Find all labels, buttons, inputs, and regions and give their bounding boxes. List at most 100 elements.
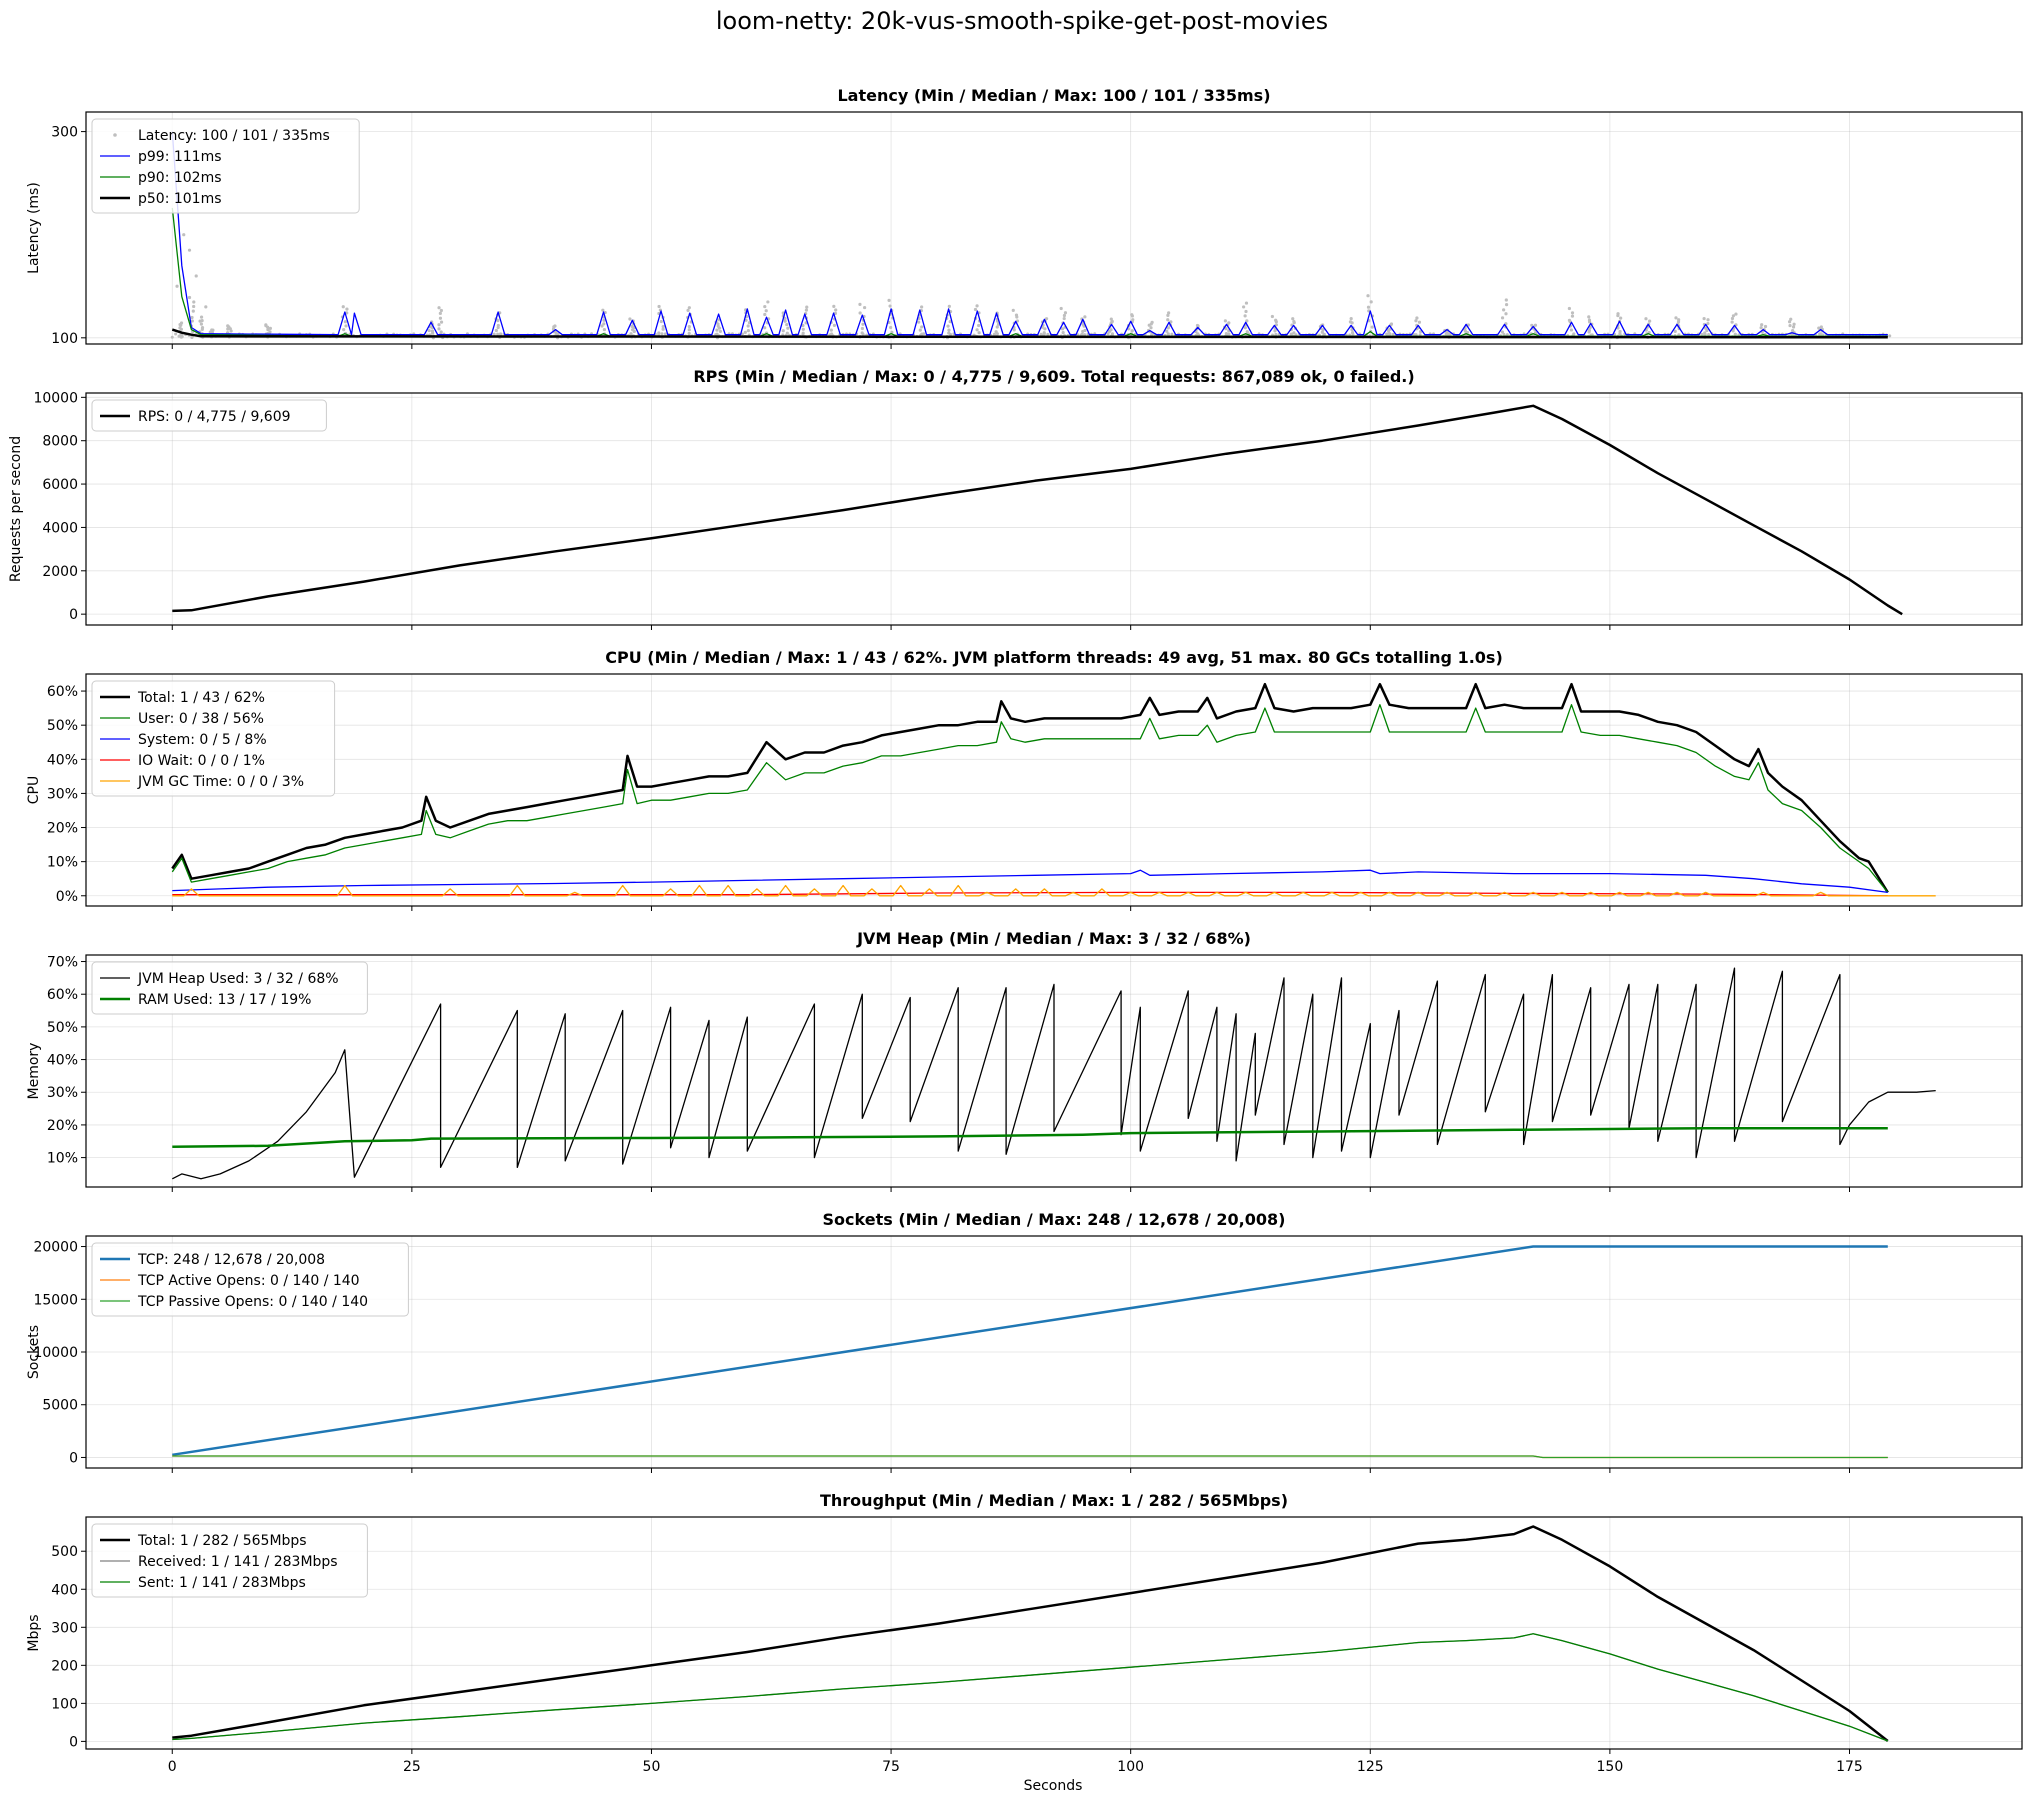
- scatter-point: [715, 332, 719, 336]
- legend: Latency: 100 / 101 / 335ms p99: 111ms p90:…: [91, 118, 360, 214]
- y-tick-label: 40%: [47, 752, 78, 768]
- scatter-point: [1391, 332, 1395, 336]
- plot-area: [172, 1245, 1888, 1459]
- y-tick-label: 300: [51, 125, 78, 141]
- y-axis-label: Latency (ms): [26, 182, 42, 274]
- scatter-point: [1012, 328, 1016, 332]
- scatter-point: [1533, 323, 1538, 327]
- x-tick-label: 0: [168, 1759, 177, 1775]
- scatter-point: [179, 321, 184, 325]
- scatter-point: [763, 312, 767, 317]
- series-line-5-0: [172, 1525, 1889, 1742]
- scatter-point: [1387, 331, 1391, 335]
- scatter-point: [1530, 323, 1534, 327]
- series-line-1-0: [172, 404, 1903, 616]
- scatter-point: [1791, 328, 1795, 333]
- scatter-point: [1166, 313, 1170, 318]
- legend-marker: [113, 133, 117, 137]
- series-line-5-1: [172, 1633, 1889, 1742]
- scatter-point: [437, 323, 441, 327]
- scatter-point: [1731, 329, 1735, 333]
- scatter-point: [1044, 317, 1049, 321]
- scatter-point: [553, 324, 557, 328]
- scatter-point: [1414, 333, 1418, 337]
- scatter-point: [1704, 326, 1708, 330]
- scatter-point: [600, 324, 604, 328]
- scatter-point: [687, 331, 691, 336]
- scatter-point: [781, 329, 785, 333]
- scatter-point: [1504, 312, 1508, 316]
- y-tick-label: 50%: [47, 1020, 78, 1036]
- scatter-point: [1730, 316, 1735, 321]
- scatter-point: [178, 326, 182, 330]
- scatter-point: [1366, 305, 1371, 309]
- scatter-point: [1731, 314, 1736, 318]
- scatter-point: [200, 319, 204, 323]
- series-line-2-1: [171, 704, 1889, 893]
- scatter-point: [602, 322, 606, 326]
- scatter-point: [994, 330, 998, 334]
- scatter-point: [1787, 320, 1792, 324]
- scatter-point: [1196, 332, 1200, 336]
- legend-label: System: 0 / 5 / 8%: [138, 732, 267, 748]
- plot-area: [172, 1525, 1889, 1742]
- scatter-point: [687, 306, 691, 310]
- scatter-point: [342, 328, 346, 332]
- scatter-point: [1570, 314, 1575, 318]
- scatter-point: [687, 328, 691, 332]
- scatter-point: [948, 320, 952, 324]
- scatter-point: [1059, 306, 1063, 311]
- scatter-point: [661, 327, 665, 331]
- scatter-point: [629, 332, 633, 336]
- scatter-point: [920, 305, 924, 309]
- scatter-point: [1292, 319, 1296, 324]
- scatter-point: [1417, 320, 1422, 324]
- scatter-point: [1572, 332, 1576, 336]
- scatter-point: [1789, 317, 1793, 321]
- scatter-point: [1166, 326, 1170, 330]
- x-tick-label: 175: [1836, 1759, 1863, 1775]
- y-tick-label: 60%: [47, 987, 78, 1003]
- legend: JVM Heap Used: 3 / 32 / 68% RAM Used: 13 …: [91, 961, 368, 1015]
- scatter-point: [494, 328, 498, 333]
- scatter-point: [1195, 323, 1200, 328]
- scatter-point: [1707, 333, 1711, 337]
- legend-label: Latency: 100 / 101 / 335ms: [138, 128, 330, 144]
- scatter-point: [628, 317, 632, 321]
- scatter-point: [1244, 301, 1249, 305]
- y-tick-label: 10%: [47, 855, 78, 871]
- series-line-0-1: [171, 207, 1888, 337]
- scatter-point: [1244, 309, 1248, 314]
- plot-area: [171, 682, 1936, 897]
- legend-label: Total: 1 / 43 / 62%: [137, 690, 265, 706]
- legend-box: [91, 1523, 368, 1598]
- scatter-point: [439, 308, 443, 313]
- y-tick-label: 20000: [33, 1240, 78, 1256]
- scatter-point: [1270, 314, 1274, 319]
- scatter-point: [1109, 317, 1113, 321]
- legend-label: TCP: 248 / 12,678 / 20,008: [137, 1252, 325, 1268]
- scatter-point: [194, 274, 198, 278]
- scatter-point: [191, 309, 195, 313]
- scatter-point: [187, 295, 192, 300]
- scatter-point: [190, 335, 194, 340]
- scatter-point: [1083, 328, 1087, 333]
- grid: [86, 393, 2022, 625]
- scatter-point: [210, 328, 214, 332]
- series-line-5-2: [172, 1633, 1889, 1742]
- scatter-point: [1223, 319, 1227, 323]
- scatter-point: [1080, 332, 1084, 336]
- scatter-point: [763, 326, 767, 330]
- scatter-point: [1320, 330, 1324, 334]
- panel-0: Latency (Min / Median / Max: 100 / 101 /…: [26, 86, 2023, 349]
- scatter-point: [657, 331, 661, 335]
- scatter-point: [190, 319, 194, 323]
- y-axis-label: Mbps: [26, 1614, 42, 1651]
- scatter-point: [430, 329, 435, 333]
- scatter-point: [204, 305, 208, 309]
- scatter-point: [343, 320, 347, 324]
- scatter-point: [192, 300, 196, 304]
- scatter-point: [174, 332, 178, 336]
- legend-label: JVM GC Time: 0 / 0 / 3%: [137, 774, 304, 790]
- scatter-point: [917, 320, 921, 324]
